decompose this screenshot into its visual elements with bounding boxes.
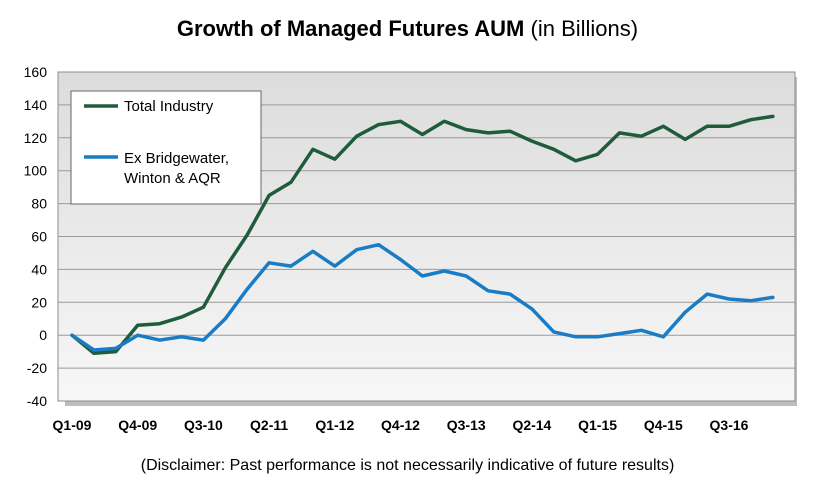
- y-tick-label: 20: [31, 294, 47, 310]
- x-axis-ticks: Q1-09 Q4-09 Q3-10 Q2-11 Q1-12 Q4-12 Q3-13 Q2-14…: [53, 417, 749, 433]
- y-tick-label: 40: [31, 261, 47, 277]
- y-tick-label: 0: [39, 327, 47, 343]
- x-tick-label: Q1-09: [53, 417, 92, 433]
- y-tick-label: 80: [31, 196, 47, 212]
- y-tick-label: -20: [27, 360, 47, 376]
- x-tick-label: Q1-12: [315, 417, 354, 433]
- legend-box: [70, 90, 262, 205]
- series-lines: [70, 114, 775, 356]
- x-tick-label: Q4-12: [381, 417, 420, 433]
- y-axis-ticks: 160 140 120 100 80 60 40 20 0 -20 -40: [24, 64, 48, 409]
- series-line-ex-bridgewater-winton-aqr: [70, 242, 775, 352]
- x-tick-label: Q1-15: [578, 417, 617, 433]
- x-tick-label: Q3-13: [447, 417, 486, 433]
- legend-label-ex-bridgewater: Ex Bridgewater, Winton & AQR: [124, 150, 229, 187]
- chart-title: Growth of Managed Futures AUM (in Billio…: [0, 16, 815, 42]
- disclaimer-text: (Disclaimer: Past performance is not nec…: [140, 457, 675, 474]
- y-tick-label: 120: [24, 130, 48, 146]
- x-tick-label: Q2-11: [250, 417, 288, 433]
- y-tick-label: -40: [27, 393, 47, 409]
- y-tick-label: 60: [31, 229, 47, 245]
- x-tick-label: Q4-09: [118, 417, 157, 433]
- chart-title-main: Growth of Managed Futures AUM: [176, 16, 525, 41]
- y-tick-label: 160: [24, 64, 48, 80]
- x-tick-label: Q2-14: [512, 417, 551, 433]
- chart-title-sub: (in Billions): [530, 16, 639, 41]
- y-tick-label: 140: [24, 97, 48, 113]
- legend: Total Industry Ex Bridgewater, Winton & A…: [70, 90, 262, 205]
- series-line-total-industry: [70, 114, 775, 356]
- x-tick-label: Q4-15: [644, 417, 683, 433]
- y-tick-label: 100: [24, 163, 48, 179]
- legend-label-total-industry: Total Industry: [124, 98, 214, 115]
- x-tick-label: Q3-10: [184, 417, 223, 433]
- x-tick-label: Q3-16: [710, 417, 749, 433]
